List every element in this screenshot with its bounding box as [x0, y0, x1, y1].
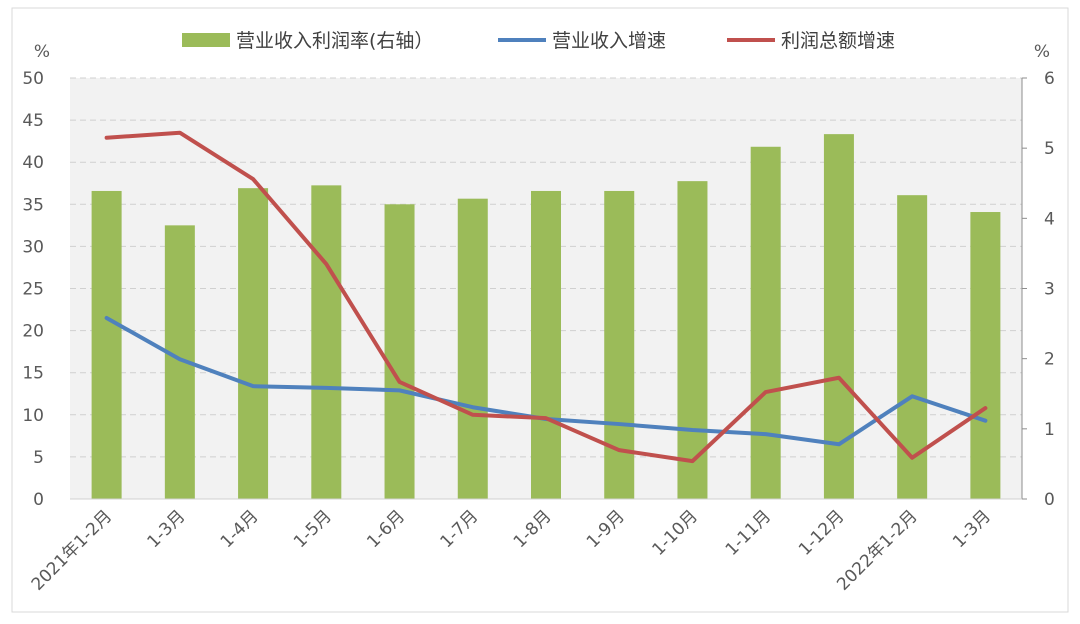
- bar: [531, 190, 561, 500]
- left-tick-label: 45: [22, 111, 44, 131]
- right-axis-unit: %: [1034, 42, 1050, 62]
- bar: [91, 190, 122, 500]
- left-tick-label: 50: [22, 69, 44, 89]
- left-tick-label: 5: [33, 448, 44, 468]
- left-tick-label: 25: [22, 280, 44, 300]
- bar: [897, 195, 928, 499]
- left-tick-label: 30: [22, 237, 44, 257]
- x-tick-label: 1-6月: [363, 506, 409, 552]
- left-axis-unit: %: [34, 42, 50, 62]
- right-tick-label: 2: [1044, 350, 1055, 370]
- x-tick-label: 1-7月: [436, 506, 482, 552]
- x-tick-label: 1-5月: [290, 506, 336, 552]
- x-tick-label: 1-11月: [722, 506, 775, 559]
- bar: [311, 185, 342, 500]
- right-tick-label: 0: [1044, 490, 1055, 510]
- legend-label: 利润总额增速: [781, 30, 895, 52]
- x-tick-label: 1-3月: [949, 506, 995, 552]
- left-tick-label: 20: [22, 322, 44, 342]
- right-tick-label: 3: [1044, 280, 1055, 300]
- x-tick-label: 1-8月: [510, 506, 556, 552]
- bar: [970, 212, 1001, 500]
- right-tick-label: 6: [1044, 69, 1055, 89]
- left-tick-label: 35: [22, 195, 44, 215]
- x-tick-label: 1-10月: [649, 506, 702, 559]
- right-tick-label: 5: [1044, 139, 1055, 159]
- bar: [677, 181, 708, 499]
- left-tick-label: 40: [22, 153, 44, 173]
- legend-swatch: [182, 33, 230, 47]
- legend-label: 营业收入利润率(右轴）: [236, 30, 433, 52]
- x-tick-label: 1-3月: [144, 506, 190, 552]
- bar: [457, 198, 488, 500]
- chart-border: [11, 7, 1069, 613]
- legend-label: 营业收入增速: [552, 30, 666, 52]
- series-line: [104, 130, 988, 464]
- bar: [750, 146, 781, 499]
- x-tick-label: 2021年1-2月: [28, 506, 116, 594]
- x-tick-label: 1-9月: [583, 506, 629, 552]
- bar: [384, 204, 415, 500]
- right-tick-label: 4: [1044, 209, 1055, 229]
- left-tick-label: 10: [22, 406, 44, 426]
- x-tick-label: 1-4月: [217, 506, 263, 552]
- right-tick-label: 1: [1044, 420, 1055, 440]
- left-tick-label: 0: [33, 490, 44, 510]
- x-tick-label: 1-12月: [795, 506, 848, 559]
- bar: [238, 188, 269, 499]
- left-tick-label: 15: [22, 364, 44, 384]
